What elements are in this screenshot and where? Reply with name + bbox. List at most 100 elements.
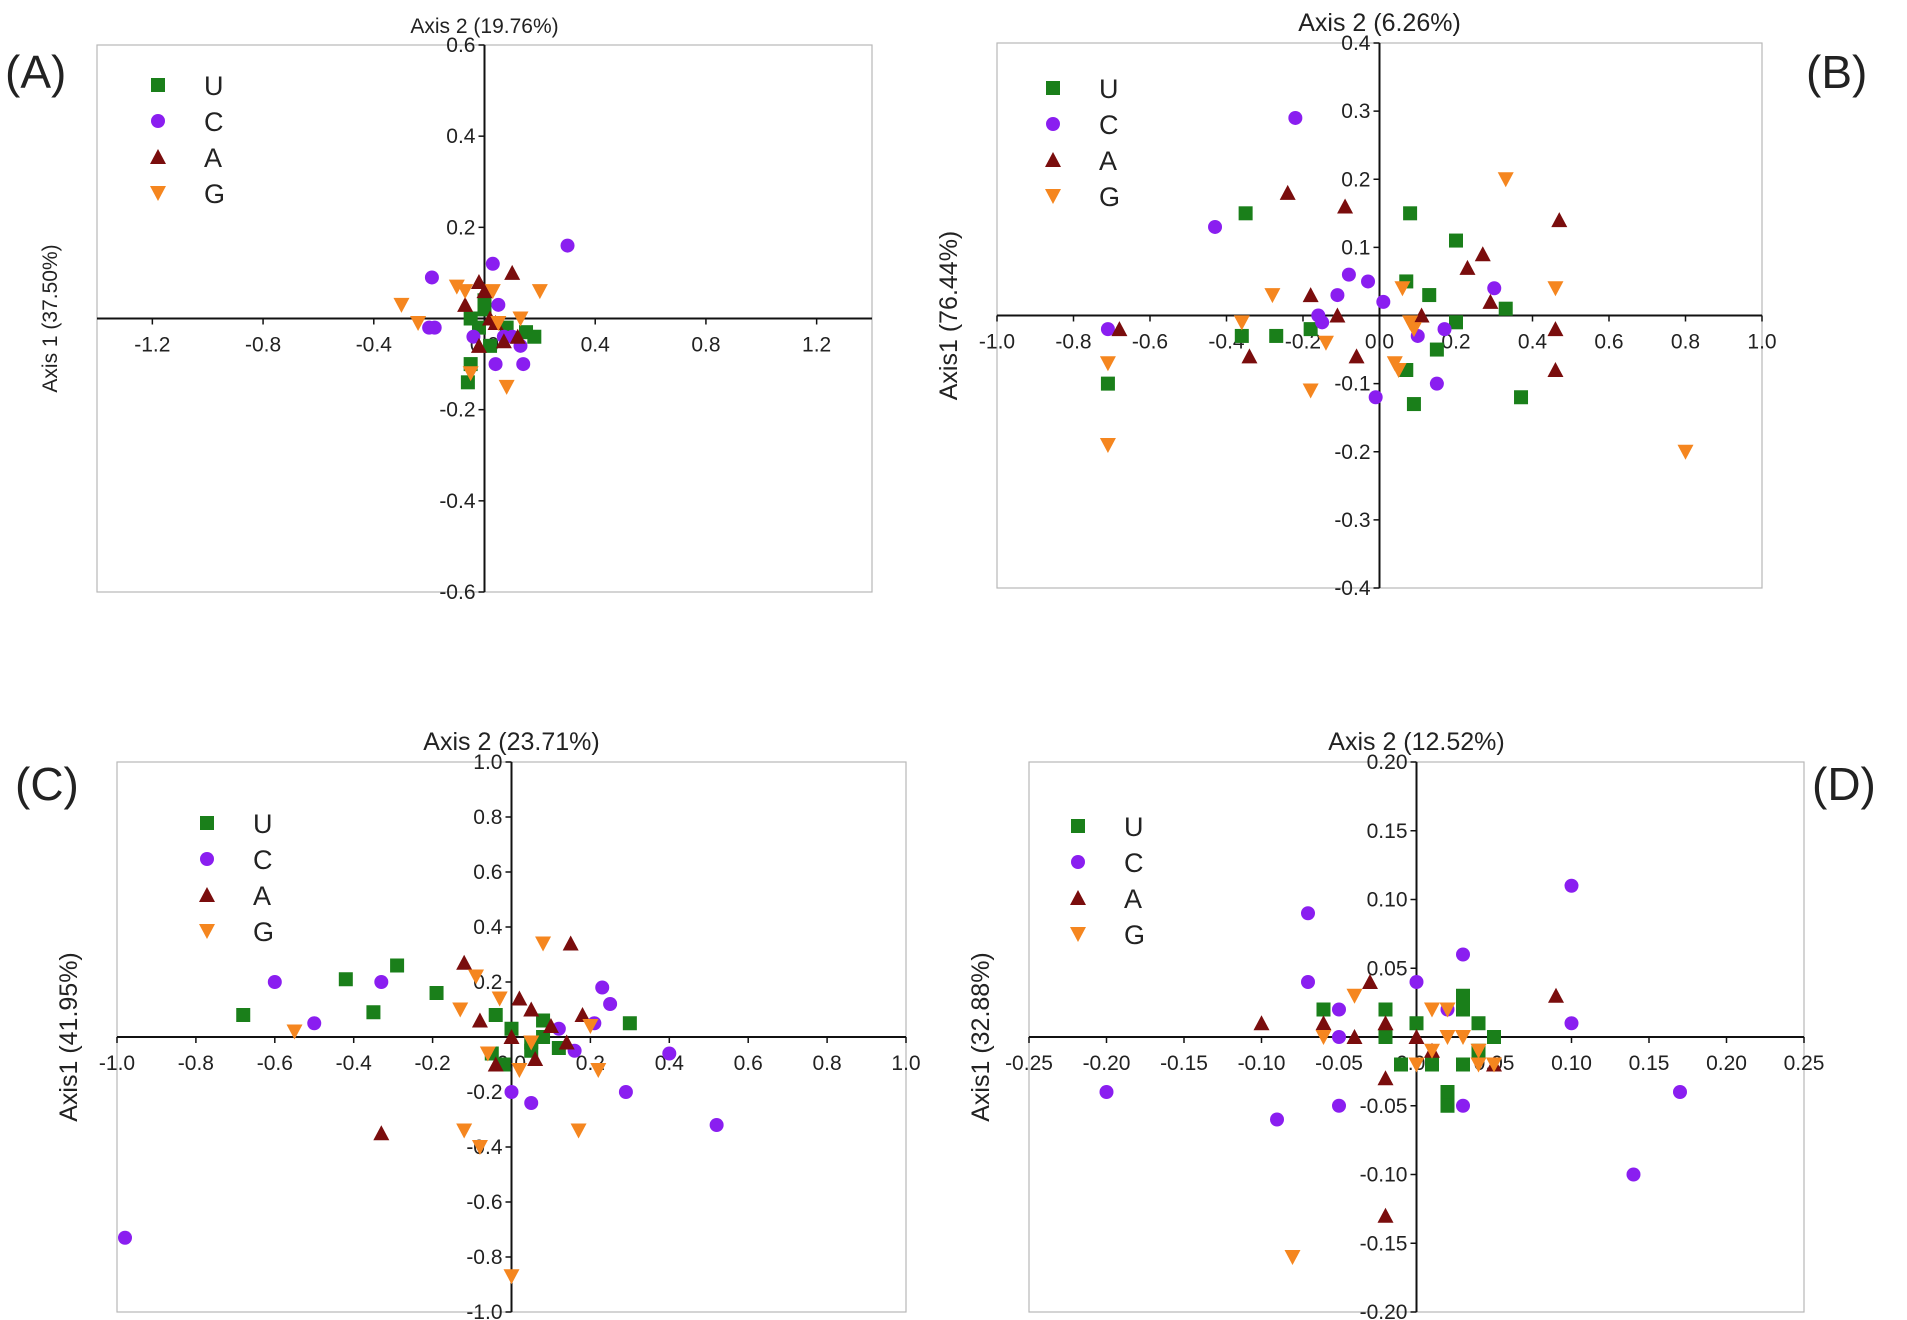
- panel-c-point-g: [535, 936, 552, 952]
- panel-b-ylabel: Axis1 (76.44%): [935, 231, 963, 401]
- panel-a-point-u: [527, 329, 542, 344]
- panel-b-point-c: [1100, 322, 1115, 337]
- panel-a-point-g: [498, 379, 515, 395]
- panel-c-point-a: [527, 1051, 544, 1066]
- panel-d-point-g: [1470, 1043, 1487, 1059]
- panel-c-y-tick-label: -0.2: [466, 1081, 502, 1104]
- panel-c-point-g: [523, 1035, 540, 1051]
- panel-b-series-c: [1100, 110, 1502, 405]
- panel-b-point-c: [1437, 322, 1452, 337]
- panel-c-point-a: [562, 935, 579, 951]
- panel-a-y-tick-label: 0.6: [446, 34, 475, 57]
- panel-d-point-u: [1440, 1085, 1455, 1099]
- panel-d-legend-marker-g: [1070, 927, 1086, 942]
- panel-c-y-tick-label: -0.6: [466, 1191, 502, 1214]
- panel-c-x-tick-label: -0.4: [336, 1052, 373, 1075]
- panel-d-point-c: [1270, 1112, 1284, 1127]
- panel-b-point-c: [1341, 267, 1356, 282]
- panel-b-point-u: [1238, 206, 1253, 221]
- panel-d-point-c: [1332, 1030, 1346, 1044]
- panel-d-y-tick-label: 0.20: [1367, 751, 1408, 774]
- panel-d-y-tick-label: -0.05: [1360, 1095, 1408, 1118]
- panel-d-point-g: [1424, 1002, 1440, 1018]
- panel-b-point-a: [1241, 348, 1258, 364]
- panel-c-point-u: [536, 1013, 551, 1028]
- panel-d-legend-label-a: A: [1124, 884, 1142, 914]
- panel-d-point-a: [1377, 1207, 1394, 1223]
- panel-d-series-g: [1284, 988, 1502, 1265]
- panel-a-y-tick-label: -0.4: [439, 490, 476, 513]
- panel-c-point-g: [582, 1019, 599, 1034]
- panel-b-x-tick-label: 0.6: [1594, 331, 1623, 354]
- panel-b-point-u: [1100, 376, 1115, 391]
- panel-b-y-tick-label: 0.4: [1341, 32, 1371, 55]
- panel-b-legend-label-a: A: [1099, 146, 1117, 176]
- panel-d-point-g: [1284, 1250, 1301, 1265]
- panel-d-point-c: [1099, 1085, 1114, 1099]
- panel-c-legend-marker-g: [199, 924, 215, 939]
- panel-b-legend-marker-a: [1045, 152, 1061, 167]
- panel-b-point-g: [1405, 322, 1422, 338]
- panel-c-point-g: [456, 1123, 473, 1139]
- panel-c-point-a: [558, 1034, 575, 1050]
- panel-c-legend-label-g: G: [253, 917, 274, 947]
- panel-c-point-g: [467, 969, 484, 985]
- panel-b-x-tick-label: -0.6: [1132, 331, 1168, 354]
- panel-c-point-a: [456, 954, 473, 970]
- panel-d-point-c: [1673, 1085, 1687, 1099]
- panel-c-point-u: [366, 1005, 381, 1020]
- panel-a-series-c: [422, 238, 575, 372]
- panel-a-x-tick-label: 0.4: [581, 334, 611, 357]
- panel-d-x-tick-label: 0.10: [1551, 1052, 1592, 1075]
- panel-b-x-tick-label: -1.0: [979, 331, 1015, 354]
- panel-c-point-c: [603, 997, 618, 1011]
- panel-d-point-c: [1301, 975, 1315, 989]
- panel-c-x-tick-label: 0.4: [655, 1052, 685, 1075]
- panel-b-point-a: [1413, 307, 1430, 323]
- panel-d-point-c: [1456, 1098, 1470, 1113]
- panel-a-legend-label-a: A: [204, 143, 222, 173]
- panel-b-x-tick-label: 1.0: [1747, 331, 1776, 354]
- panel-c-y-tick-label: -0.4: [466, 1136, 503, 1159]
- panel-b-point-a: [1459, 259, 1476, 275]
- panel-d-legend-marker-a: [1070, 890, 1086, 905]
- panel-c-legend-marker-u: [200, 816, 214, 830]
- panel-c-point-a: [523, 1001, 540, 1017]
- panel-c-series-g: [286, 936, 607, 1285]
- panel-d-series-a: [1253, 974, 1564, 1223]
- panel-c-series-a: [373, 935, 591, 1141]
- panel-d-point-u: [1440, 1098, 1455, 1113]
- panel-b-x-tick-label: 0.0: [1365, 331, 1394, 354]
- panel-b-point-c: [1376, 294, 1391, 309]
- panel-c-point-a: [373, 1125, 390, 1141]
- panel-c-point-g: [503, 1269, 520, 1285]
- panel-b-point-u: [1406, 397, 1421, 412]
- panel-b-point-u: [1234, 328, 1249, 343]
- panel-a-point-a: [470, 337, 487, 353]
- panel-b-x-tick-label: -0.2: [1285, 331, 1321, 354]
- panel-b-point-c: [1330, 288, 1345, 303]
- panel-d-point-g: [1439, 1030, 1456, 1045]
- panel-d-point-c: [1626, 1167, 1641, 1182]
- panel-c-point-a: [503, 1029, 520, 1044]
- panel-d-point-a: [1346, 1029, 1363, 1044]
- panel-d-point-g: [1439, 1002, 1456, 1018]
- panel-a-point-g: [484, 284, 501, 300]
- panel-a-legend-marker-c: [151, 114, 165, 128]
- panel-c-y-tick-label: 0.8: [473, 806, 502, 829]
- panel-b-x-tick-label: 0.4: [1518, 331, 1548, 354]
- panel-b-y-tick-label: 0.2: [1341, 168, 1370, 191]
- panel-c-x-tick-label: 0.6: [734, 1052, 763, 1075]
- panel-b-point-a: [1551, 212, 1568, 228]
- panel-a-x-tick-label: 1.2: [802, 334, 831, 357]
- panel-b-y-tick-label: -0.2: [1334, 441, 1370, 464]
- panel-a-legend-label-u: U: [204, 71, 224, 101]
- panel-b-legend-label-g: G: [1099, 182, 1120, 212]
- panel-b-x-tick-label: 0.8: [1671, 331, 1700, 354]
- panel-b-point-a: [1348, 348, 1365, 364]
- panel-a-point-c: [560, 238, 575, 253]
- panel-a-point-g: [512, 311, 529, 327]
- panel-b-point-a: [1547, 362, 1564, 377]
- panel-b-x-tick-label: 0.2: [1441, 331, 1470, 354]
